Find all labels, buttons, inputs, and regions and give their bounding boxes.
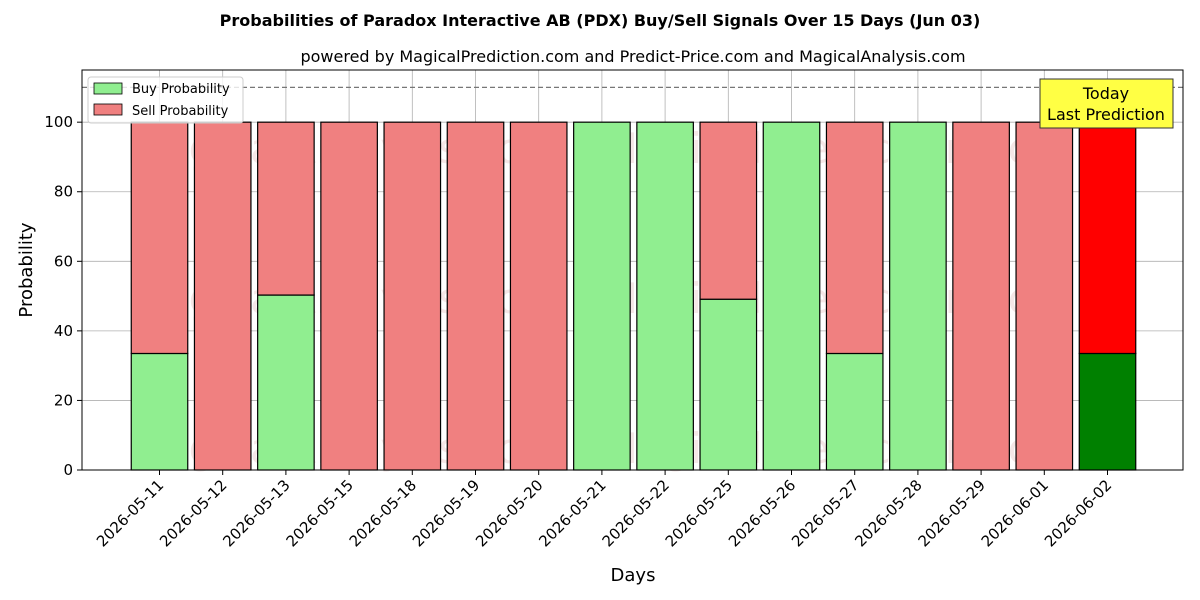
x-tick-label-2026-06-02: 2026-06-02 — [1041, 476, 1115, 550]
bar-buy-2026-05-28 — [889, 121, 947, 471]
x-tick-label-2026-05-21: 2026-05-21 — [535, 476, 609, 550]
today-annotation: Today Last Prediction — [1039, 78, 1174, 129]
today-annotation-line-2: Last Prediction — [1047, 105, 1165, 124]
x-tick-label-2026-05-12: 2026-05-12 — [156, 476, 230, 550]
legend-box — [87, 76, 244, 124]
bar-sell-2026-05-25 — [699, 121, 758, 300]
bar-buy-2026-05-27 — [825, 352, 884, 471]
x-tick-label-2026-05-11: 2026-05-11 — [93, 476, 167, 550]
legend: Buy Probability Sell Probability — [87, 76, 244, 124]
chart-title: Probabilities of Paradox Interactive AB … — [220, 11, 981, 30]
y-tick-label-60: 60 — [54, 252, 73, 270]
y-tick-label-0: 0 — [63, 461, 73, 479]
bar-buy-2026-05-26 — [762, 121, 821, 471]
x-tick-label-2026-05-19: 2026-05-19 — [409, 476, 483, 550]
bar-sell-2026-05-11 — [130, 121, 189, 355]
bar-sell-2026-05-19 — [446, 121, 505, 471]
bar-sell-2026-05-20 — [509, 121, 568, 471]
x-tick-label-2026-05-13: 2026-05-13 — [219, 476, 293, 550]
bar-sell-2026-06-02 — [1078, 121, 1137, 355]
bar-sell-2026-05-15 — [320, 121, 378, 471]
bar-buy-2026-05-22 — [636, 121, 694, 471]
today-annotation-line-1: Today — [1082, 84, 1129, 103]
chart-subtitle: powered by MagicalPrediction.com and Pre… — [300, 47, 965, 66]
bar-buy-2026-06-02 — [1078, 352, 1137, 471]
legend-swatch-buy — [93, 82, 123, 95]
bar-sell-2026-05-18 — [383, 121, 442, 471]
y-axis: 0 20 40 60 80 100 — [44, 113, 82, 479]
bar-sell-2026-05-13 — [257, 121, 315, 296]
x-axis-label: Days — [611, 565, 656, 586]
bar-sell-2026-05-12 — [193, 121, 252, 471]
bar-buy-2026-05-11 — [130, 352, 189, 471]
y-tick-label-80: 80 — [54, 183, 73, 201]
y-tick-label-100: 100 — [44, 113, 73, 131]
bar-buy-2026-05-21 — [573, 121, 631, 471]
today-annotation-box — [1039, 78, 1174, 129]
plot-frame — [81, 69, 1184, 471]
x-tick-label-2026-05-18: 2026-05-18 — [346, 476, 420, 550]
x-tick-label-2026-05-15: 2026-05-15 — [283, 476, 357, 550]
bar-sell-2026-06-01 — [1015, 121, 1074, 471]
x-tick-label-2026-05-26: 2026-05-26 — [725, 476, 799, 550]
bar-sell-2026-05-29 — [952, 121, 1010, 471]
bar-sell-2026-05-27 — [825, 121, 884, 355]
x-tick-label-2026-05-29: 2026-05-29 — [915, 476, 989, 550]
bars — [130, 121, 1137, 471]
y-axis-label: Probability — [16, 222, 37, 317]
legend-label-buy: Buy Probability — [132, 82, 230, 97]
y-tick-label-20: 20 — [54, 391, 73, 409]
bar-buy-2026-05-13 — [257, 294, 315, 471]
x-tick-label-2026-05-27: 2026-05-27 — [788, 476, 862, 550]
x-tick-label-2026-05-20: 2026-05-20 — [472, 476, 546, 550]
x-tick-label-2026-05-28: 2026-05-28 — [851, 476, 925, 550]
bar-buy-2026-05-25 — [699, 298, 758, 471]
x-axis: 2026-05-112026-05-122026-05-132026-05-15… — [93, 470, 1115, 550]
y-tick-label-40: 40 — [54, 322, 73, 340]
x-tick-label-2026-05-25: 2026-05-25 — [662, 476, 736, 550]
legend-swatch-sell — [93, 103, 123, 116]
x-tick-label-2026-05-22: 2026-05-22 — [599, 476, 673, 550]
legend-label-sell: Sell Probability — [132, 104, 229, 119]
x-tick-label-2026-06-01: 2026-06-01 — [978, 476, 1052, 550]
